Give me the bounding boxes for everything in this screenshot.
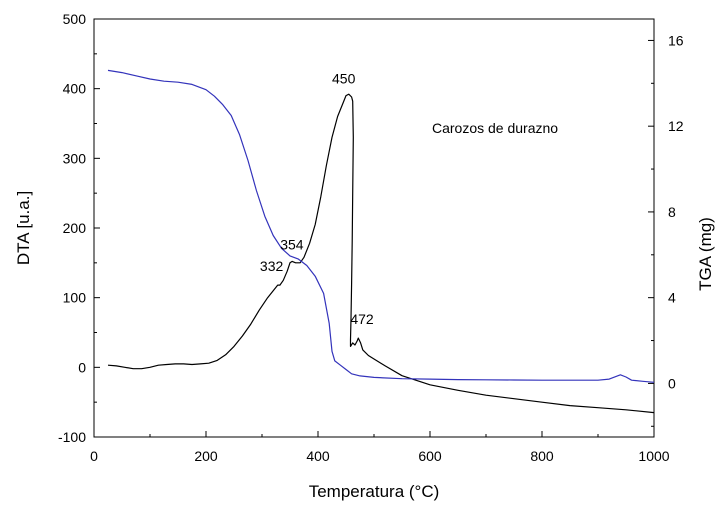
- x-axis-title: Temperatura (°C): [309, 482, 440, 501]
- y-right-tick-label: 0: [668, 375, 676, 391]
- x-tick-label: 800: [530, 448, 554, 464]
- series-lines: [107, 69, 655, 414]
- y-right-tick-label: 16: [668, 32, 684, 48]
- y-axis-title-left: DTA [u.a.]: [14, 191, 33, 265]
- y-left-tick-label: 200: [63, 220, 87, 236]
- dta-line: [107, 93, 655, 414]
- y-left-tick-label: 500: [63, 11, 87, 27]
- data-labels: 332 354 450 472: [260, 71, 374, 327]
- y-right-tick-label: 4: [668, 290, 676, 306]
- x-tick-label: 1000: [638, 448, 669, 464]
- y-right-tick-label: 12: [668, 118, 684, 134]
- y-left-tick-label: 0: [78, 359, 86, 375]
- x-tick-label: 600: [418, 448, 442, 464]
- peak-label: 450: [332, 71, 356, 87]
- y-left-tick-label: 100: [63, 290, 87, 306]
- peak-label: 472: [350, 311, 374, 327]
- x-tick-label: 400: [306, 448, 330, 464]
- peak-label: 332: [260, 258, 284, 274]
- y-left-tick-label: -100: [58, 429, 86, 445]
- y-axis-title-right: TGA (mg): [696, 217, 715, 291]
- peak-label: 354: [280, 236, 304, 252]
- y-left-tick-label: 400: [63, 81, 87, 97]
- y-left-tick-label: 300: [63, 150, 87, 166]
- legend-text: Carozos de durazno: [432, 120, 558, 136]
- axis-ticks: 0 200 400 600 800 1000-1000100200300400500048…: [58, 11, 684, 464]
- y-right-tick-label: 8: [668, 204, 676, 220]
- tga-line: [107, 69, 655, 383]
- x-tick-label: 200: [194, 448, 218, 464]
- x-tick-label: 0: [90, 448, 98, 464]
